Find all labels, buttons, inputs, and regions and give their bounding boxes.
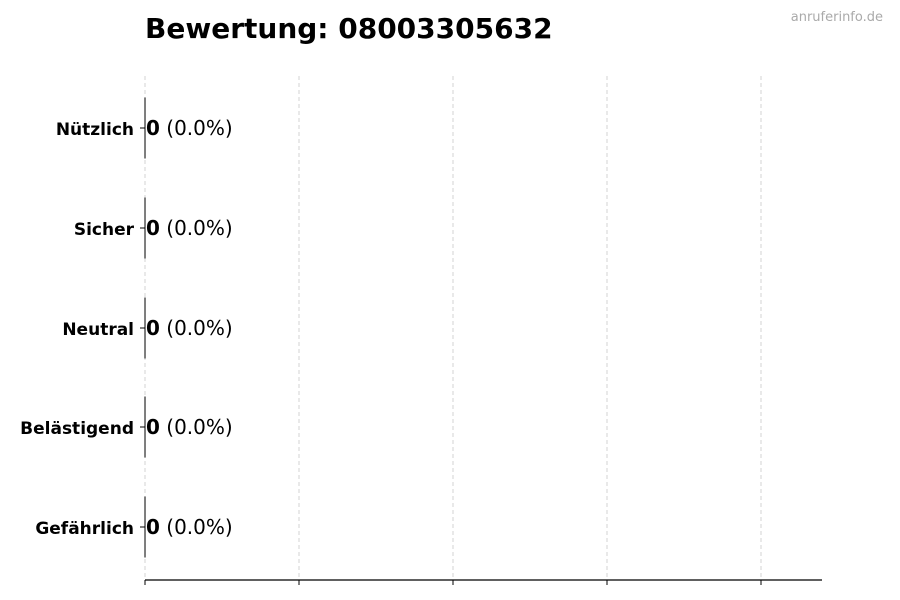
chart-title: Bewertung: 08003305632 <box>145 12 553 45</box>
y-tick-label: Gefährlich <box>35 519 134 539</box>
data-label: 0 (0.0%) <box>146 515 233 539</box>
data-label: 0 (0.0%) <box>146 415 233 439</box>
value-label: 0 <box>146 415 160 439</box>
value-label: 0 <box>146 216 160 240</box>
percent-label: (0.0%) <box>160 116 233 140</box>
percent-label: (0.0%) <box>160 415 233 439</box>
data-label: 0 (0.0%) <box>146 316 233 340</box>
data-label: 0 (0.0%) <box>146 216 233 240</box>
y-tick-label: Sicher <box>74 220 135 240</box>
data-label: 0 (0.0%) <box>146 116 233 140</box>
percent-label: (0.0%) <box>160 216 233 240</box>
y-tick-label: Neutral <box>62 320 134 340</box>
value-label: 0 <box>146 316 160 340</box>
percent-label: (0.0%) <box>160 515 233 539</box>
watermark: anruferinfo.de <box>790 10 883 25</box>
y-tick-label: Belästigend <box>20 419 134 439</box>
percent-label: (0.0%) <box>160 316 233 340</box>
y-tick-label: Nützlich <box>56 120 134 140</box>
value-label: 0 <box>146 116 160 140</box>
value-label: 0 <box>146 515 160 539</box>
